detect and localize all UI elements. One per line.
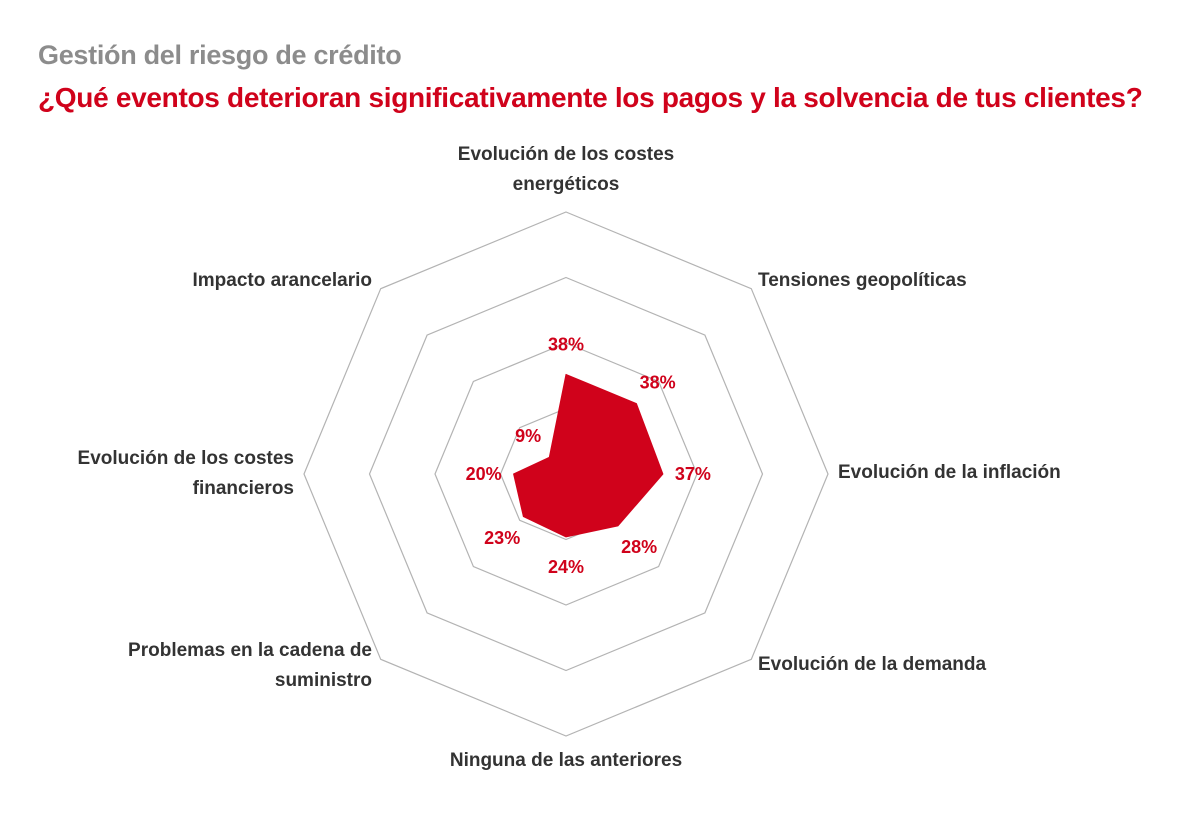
series-area <box>513 373 664 538</box>
axis-label-2: Evolución de la inflación <box>838 462 1061 483</box>
value-label-6: 20% <box>466 464 502 484</box>
chart-subtitle: Gestión del riesgo de crédito <box>38 40 402 70</box>
value-label-2: 37% <box>675 464 711 484</box>
value-label-7: 9% <box>515 426 541 446</box>
axis-labels: Evolución de los costes energéticos Tensio… <box>78 144 1061 771</box>
value-label-4: 24% <box>548 557 584 577</box>
axis-label-0: Evolución de los costes energéticos <box>458 144 674 195</box>
value-label-1: 38% <box>640 372 676 392</box>
value-labels: 38% 38% 37% 28% 24% 23% 20% 9% <box>466 334 711 577</box>
value-label-3: 28% <box>621 537 657 557</box>
axis-label-6: Evolución de los costes financieros <box>78 448 294 499</box>
value-label-0: 38% <box>548 334 584 354</box>
axis-label-3: Evolución de la demanda <box>758 654 986 675</box>
value-label-5: 23% <box>484 528 520 548</box>
axis-label-4: Ninguna de las anteriores <box>450 750 682 771</box>
grid-ring-2 <box>434 342 698 606</box>
axis-label-1: Tensiones geopolíticas <box>758 270 967 291</box>
grid-ring-3 <box>368 276 764 672</box>
chart-title: ¿Qué eventos deterioran significativamen… <box>38 82 1143 113</box>
grid-ring-4 <box>303 211 829 737</box>
axis-label-7: Impacto arancelario <box>192 270 372 291</box>
axis-label-5: Problemas en la cadena de suministro <box>128 640 372 691</box>
radar-series <box>513 373 664 538</box>
